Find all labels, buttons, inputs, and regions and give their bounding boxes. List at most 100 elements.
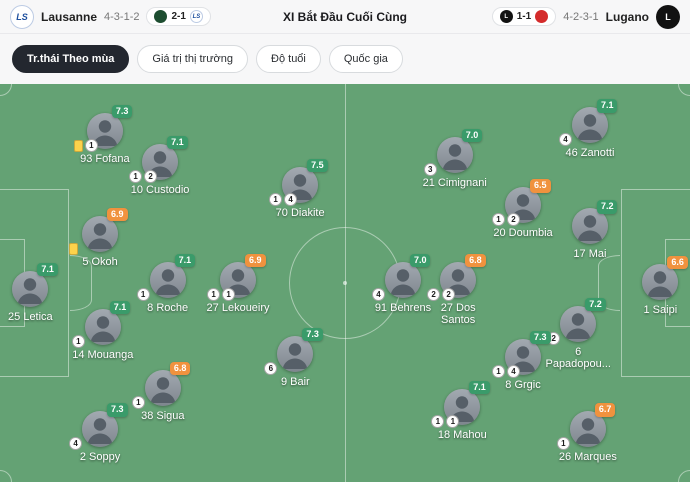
player-avatar [384,261,421,298]
stat-count-badge: 4 [284,193,298,207]
player-home-mouanga[interactable]: 7.1 1 14 Mouanga [61,300,145,362]
player-name-label: 2 Soppy [79,451,121,464]
player-name-label: 5 Okoh [82,255,118,268]
player-away-marques[interactable]: 6.7 1 26 Marques [546,403,630,464]
player-name-label: 18 Mahou [437,429,487,442]
home-team-header: LS Lausanne 4-3-1-2 2-1 LS [10,4,211,29]
player-away-cimignani[interactable]: 7.0 3 21 Cimignani [413,128,497,190]
player-rating-badge: 6.5 [530,179,551,193]
player-rating-badge: 6.7 [594,403,616,417]
person-silhouette-icon [17,278,43,304]
player-name-label: 25 Letica [8,310,53,323]
player-stat-badges: 3 [423,162,437,176]
player-avatar-wrap: 7.1 [12,262,58,307]
player-away-saipi[interactable]: 6.6 1 Saipi [618,256,690,317]
player-name-label: 38 Sigua [141,410,185,423]
stat-count-badge: 6 [264,361,278,375]
player-home-sigua[interactable]: 6.8 1 38 Sigua [121,362,205,423]
lausanne-mini-logo: LS [189,10,203,23]
player-away-mai[interactable]: 7.2 17 Mai [548,200,632,261]
player-rating-badge: 7.1 [167,135,188,149]
player-avatar-wrap: 6.8 1 [131,362,191,410]
corner-arc [678,470,690,482]
player-avatar [571,208,608,245]
player-avatar [571,107,608,144]
player-avatar-wrap: 7.1 4 [558,99,618,147]
tab-nationality[interactable]: Quốc gia [328,45,403,73]
player-home-soppy[interactable]: 7.3 4 2 Soppy [58,403,142,464]
player-avatar [569,411,606,448]
player-home-letica[interactable]: 7.1 25 Letica [0,262,72,324]
player-name-label: 26 Marques [558,451,617,464]
away-formation: 4-2-3-1 [563,10,599,23]
player-rating-badge: 6.8 [465,253,486,268]
player-avatar [144,370,181,407]
stat-count-badge: 4 [69,437,83,451]
player-home-bair[interactable]: 7.3 6 9 Bair [253,327,337,389]
player-rating-badge: 7.3 [111,104,133,119]
tab-age[interactable]: Độ tuổi [256,45,321,73]
stat-count-badge: 1 [222,287,236,301]
player-away-zanotti[interactable]: 7.1 4 46 Zanotti [548,99,632,160]
player-rating-badge: 7.2 [585,297,606,311]
lausanne-logo[interactable]: LS [10,4,34,29]
away-team-name[interactable]: Lugano [605,9,649,24]
player-avatar-wrap: 7.0 4 [371,253,431,301]
person-silhouette-icon [92,120,118,146]
person-silhouette-icon [390,269,416,295]
lugano-logo[interactable]: L [656,4,680,29]
player-avatar-wrap: 7.2 [571,200,618,245]
player-name-label: 14 Mouanga [72,348,134,361]
player-home-okoh[interactable]: 6.9 5 Okoh [58,207,142,269]
player-avatar [436,136,473,173]
stat-count-badge: 1 [446,415,460,429]
stat-count-badge: 4 [558,133,572,147]
player-home-fofana[interactable]: 7.3 1 93 Fofana [63,104,147,166]
player-name-label: 21 Cimignani [422,176,487,189]
person-silhouette-icon [565,312,591,339]
player-home-roche[interactable]: 7.1 1 8 Roche [126,253,210,315]
player-stat-badges: 6 [264,361,278,375]
player-away-behrens[interactable]: 7.0 4 91 Behrens [361,253,445,315]
yellow-card-icon [73,139,83,152]
player-name-label: 46 Zanotti [565,147,615,160]
away-pill-score: 1-1 [516,11,532,22]
player-name-label: 8 Grgic [505,379,541,392]
player-name-label: 27 Lekoueiry [206,301,270,314]
away-last-match-pill[interactable]: L 1-1 [491,7,557,26]
player-avatar [277,335,314,372]
player-name-label: 70 Diakite [275,207,325,220]
player-stat-badges: 4 [371,287,385,301]
player-rating-badge: 7.3 [530,331,551,345]
player-rating-badge: 7.1 [469,381,490,395]
home-pill-score: 2-1 [171,11,186,22]
player-away-papadopou[interactable]: 7.2 2 6 Papadopou... [536,297,620,371]
home-last-match-pill[interactable]: 2-1 LS [146,7,211,26]
tab-season-stats[interactable]: Tr.thái Theo mùa [12,45,130,73]
player-rating-badge: 7.0 [461,128,483,143]
stat-count-badge: 1 [207,287,221,301]
player-avatar-wrap: 6.9 [69,207,128,255]
person-silhouette-icon [155,269,181,295]
tab-market-value[interactable]: Giá trị thị trường [137,45,249,73]
player-avatar-wrap: 6.7 1 [556,403,616,451]
opponent-mini-logo [535,10,549,23]
stat-count-badge: 3 [423,162,437,176]
home-team-name[interactable]: Lausanne [41,9,98,24]
